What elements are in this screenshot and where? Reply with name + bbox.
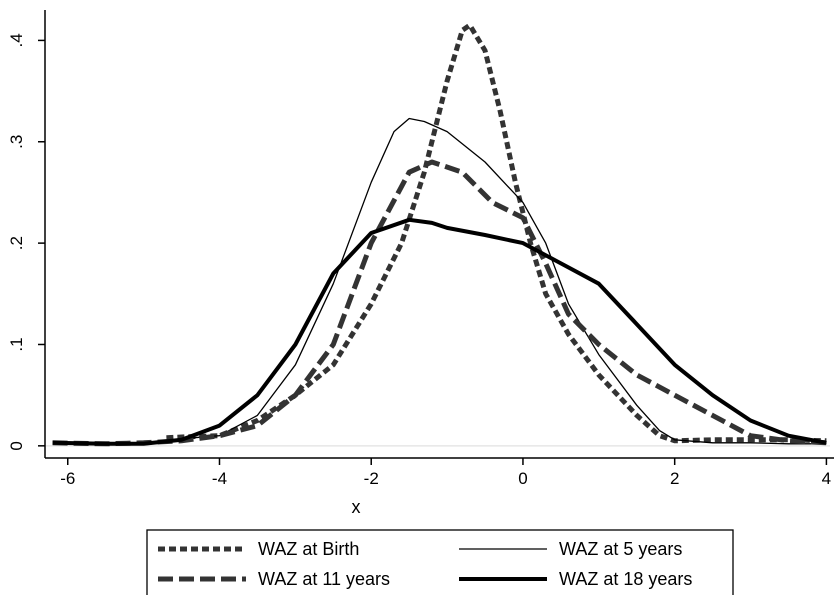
x-tick-label: 0 bbox=[518, 469, 527, 488]
legend-label: WAZ at 18 years bbox=[559, 569, 692, 589]
y-tick-label: 0 bbox=[7, 441, 26, 450]
x-tick-label: 4 bbox=[822, 469, 831, 488]
series-line-4 bbox=[52, 217, 827, 446]
x-tick-label: -4 bbox=[212, 469, 227, 488]
y-axis-ticks: 0 .1 .2 .3 .4 bbox=[7, 33, 45, 451]
legend-label: WAZ at 11 years bbox=[258, 569, 390, 589]
y-tick-label: .3 bbox=[7, 135, 26, 149]
legend-label: WAZ at Birth bbox=[258, 539, 359, 559]
series-layer bbox=[52, 22, 827, 447]
y-tick-label: .1 bbox=[7, 337, 26, 351]
legend-box bbox=[146, 529, 734, 595]
x-axis-title: x bbox=[352, 497, 361, 517]
series-line-2 bbox=[181, 117, 827, 445]
x-tick-label: -6 bbox=[60, 469, 75, 488]
x-axis-ticks: -6 -4 -2 0 2 4 bbox=[60, 458, 831, 488]
x-tick-label: -2 bbox=[364, 469, 379, 488]
legend: WAZ at Birth WAZ at 5 years WAZ at 11 year… bbox=[146, 529, 734, 595]
y-tick-label: .2 bbox=[7, 236, 26, 250]
legend-label: WAZ at 5 years bbox=[559, 539, 682, 559]
y-tick-label: .4 bbox=[7, 33, 26, 47]
x-tick-label: 2 bbox=[670, 469, 679, 488]
series-line-3 bbox=[52, 159, 827, 447]
